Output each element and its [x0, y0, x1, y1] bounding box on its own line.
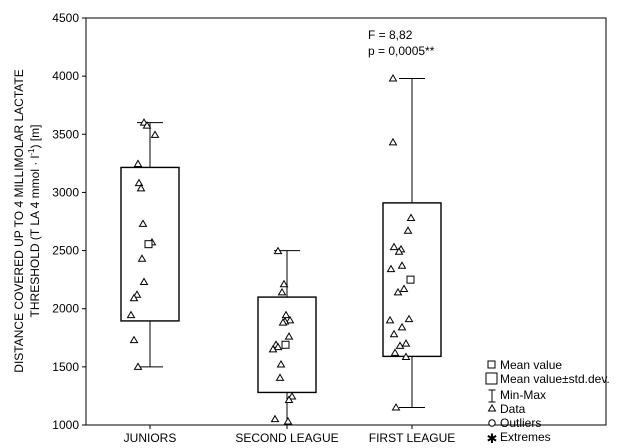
- legend-std-label: Mean value±std.dev.: [500, 372, 610, 386]
- p-value: p = 0,0005**: [368, 44, 435, 58]
- y-axis-label-line2-post: ) [m]: [28, 125, 42, 149]
- data-point: [150, 130, 160, 138]
- data-point: [385, 315, 395, 324]
- data-point: [273, 342, 283, 351]
- data-point: [388, 137, 398, 146]
- data-point: [404, 314, 414, 323]
- legend-extremes-marker: ✱: [487, 431, 498, 446]
- data-point: [388, 73, 398, 82]
- data-point: [129, 293, 139, 302]
- data-point: [129, 335, 139, 344]
- data-point: [132, 290, 142, 298]
- legend-mean-label: Mean value: [500, 358, 562, 372]
- data-point: [285, 315, 295, 324]
- y-axis-label-line1: DISTANCE COVERED UP TO 4 MILLIMOLAR LACT…: [12, 69, 26, 372]
- data-point: [283, 417, 293, 425]
- data-point: [397, 261, 407, 269]
- y-tick-label: 3000: [52, 185, 79, 199]
- data-point: [401, 339, 411, 347]
- data-point: [276, 360, 286, 368]
- mean-marker: [281, 340, 290, 349]
- x-tick-label: SECOND LEAGUE: [235, 431, 338, 445]
- x-tick-label: JUNIORS: [124, 431, 177, 445]
- mean-marker: [406, 275, 415, 284]
- data-point: [136, 183, 146, 192]
- data-point: [403, 226, 413, 234]
- legend-outliers-label: Outliers: [500, 416, 541, 430]
- data-point: [268, 344, 278, 353]
- data-point: [279, 279, 289, 288]
- data-point: [273, 246, 283, 255]
- std-dev-box: [257, 296, 317, 394]
- data-point: [397, 322, 407, 331]
- data-point: [395, 341, 405, 349]
- box-group: [382, 73, 442, 411]
- data-point: [126, 310, 136, 319]
- std-dev-box: [120, 166, 180, 322]
- data-point: [390, 348, 400, 356]
- y-tick-label: 3500: [52, 127, 79, 141]
- data-point: [270, 414, 280, 423]
- box-groups: [120, 73, 442, 426]
- data-point: [389, 242, 399, 251]
- std-dev-box: [382, 202, 442, 358]
- x-axis: JUNIORS SECOND LEAGUE FIRST LEAGUE: [124, 425, 455, 445]
- x-tick-label: FIRST LEAGUE: [369, 431, 455, 445]
- data-point: [391, 403, 401, 411]
- data-point: [278, 318, 288, 326]
- data-point: [142, 121, 152, 129]
- legend-data-label: Data: [500, 402, 526, 416]
- data-point: [393, 287, 403, 296]
- box-group: [257, 246, 317, 426]
- legend-mean-marker: [487, 360, 496, 369]
- data-point: [284, 395, 294, 403]
- data-point: [406, 213, 416, 222]
- y-tick-label: 4000: [52, 69, 79, 83]
- legend-extremes-label: Extremes: [500, 430, 551, 444]
- legend-minmax-marker: [488, 389, 496, 403]
- data-point: [386, 264, 396, 273]
- data-point: [133, 362, 143, 370]
- plot-area: [85, 17, 607, 426]
- data-point: [394, 247, 404, 255]
- y-tick-label: 2000: [52, 302, 79, 316]
- box-group: [120, 118, 180, 370]
- data-point: [133, 159, 143, 167]
- mean-marker: [144, 240, 153, 249]
- y-tick-label: 4500: [52, 11, 79, 25]
- f-statistic: F = 8,82: [368, 28, 413, 42]
- legend: Mean value Mean value±std.dev. Min-Max D…: [485, 358, 610, 446]
- y-axis-label-line2: THRESHOLD (T LA 4 mmol · l-1) [m]: [27, 125, 42, 318]
- data-point: [389, 329, 399, 338]
- data-point: [139, 277, 149, 285]
- data-point: [284, 332, 294, 340]
- data-point: [401, 352, 411, 360]
- y-axis: 1000 1500 2000 2500 3000 3500 4000 4500: [52, 11, 86, 432]
- legend-minmax-label: Min-Max: [500, 388, 546, 402]
- legend-std-marker: [485, 372, 498, 385]
- y-axis-label-line2-pre: THRESHOLD (T LA 4 mmol · l: [28, 156, 42, 318]
- data-point: [134, 178, 144, 187]
- data-point: [399, 284, 409, 292]
- data-point: [287, 392, 297, 400]
- legend-data-marker: [487, 404, 497, 412]
- data-point: [137, 254, 147, 262]
- y-axis-label-line2-sup: -1: [27, 148, 36, 156]
- y-tick-label: 2500: [52, 244, 79, 258]
- data-point: [277, 287, 287, 296]
- y-tick-label: 1000: [52, 418, 79, 432]
- data-point: [275, 373, 285, 381]
- data-point: [281, 310, 291, 319]
- legend-outliers-marker: [488, 419, 496, 427]
- data-point: [138, 219, 148, 227]
- y-tick-label: 1500: [52, 360, 79, 374]
